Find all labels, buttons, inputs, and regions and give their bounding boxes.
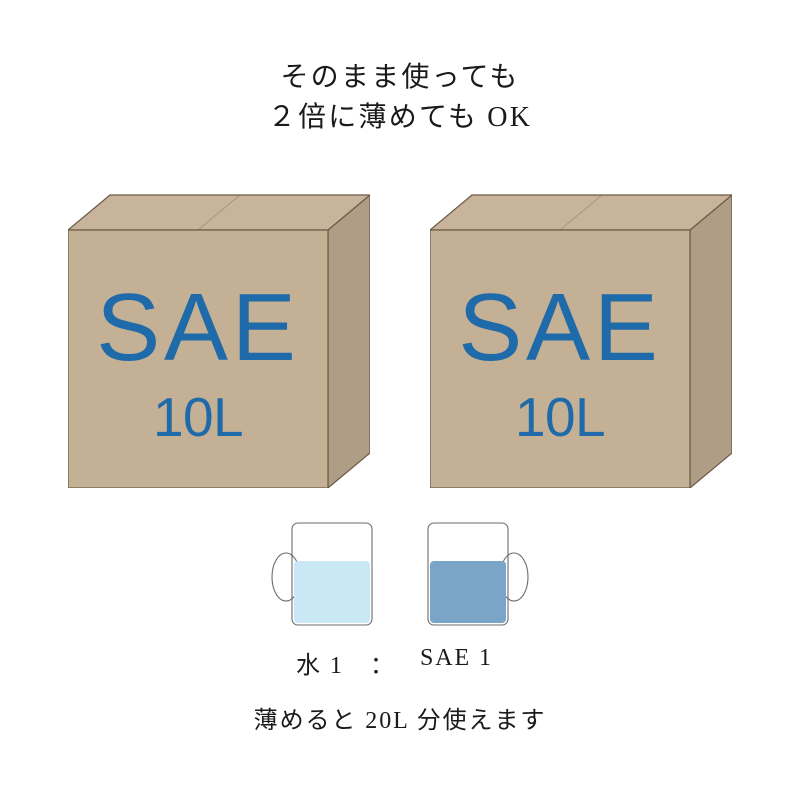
- box-label-sub: 10L: [68, 390, 328, 445]
- cup-icon: [418, 515, 530, 633]
- box-label-sub: 10L: [430, 390, 690, 445]
- box-label: SAE 10L: [430, 280, 690, 445]
- product-box-right: SAE 10L: [430, 175, 732, 488]
- heading-line-2: ２倍に薄めても OK: [268, 95, 532, 135]
- box-label-main: SAE: [68, 280, 328, 376]
- box-label-main: SAE: [430, 280, 690, 376]
- water-cup: [270, 515, 382, 633]
- boxes-row: SAE 10L SAE 10L: [0, 175, 800, 488]
- sae-cup: [418, 515, 530, 633]
- product-box-left: SAE 10L: [68, 175, 370, 488]
- ratio-sae-label: SAE 1: [420, 645, 493, 672]
- box-label: SAE 10L: [68, 280, 328, 445]
- heading-line-1: そのまま使っても: [280, 55, 519, 95]
- cup-icon: [270, 515, 382, 633]
- ratio-colon: ：: [370, 645, 396, 680]
- cups-row: [0, 515, 800, 633]
- footer-note: 薄めると 20L 分使えます: [254, 700, 547, 735]
- ratio-water-label: 水 1: [296, 645, 344, 680]
